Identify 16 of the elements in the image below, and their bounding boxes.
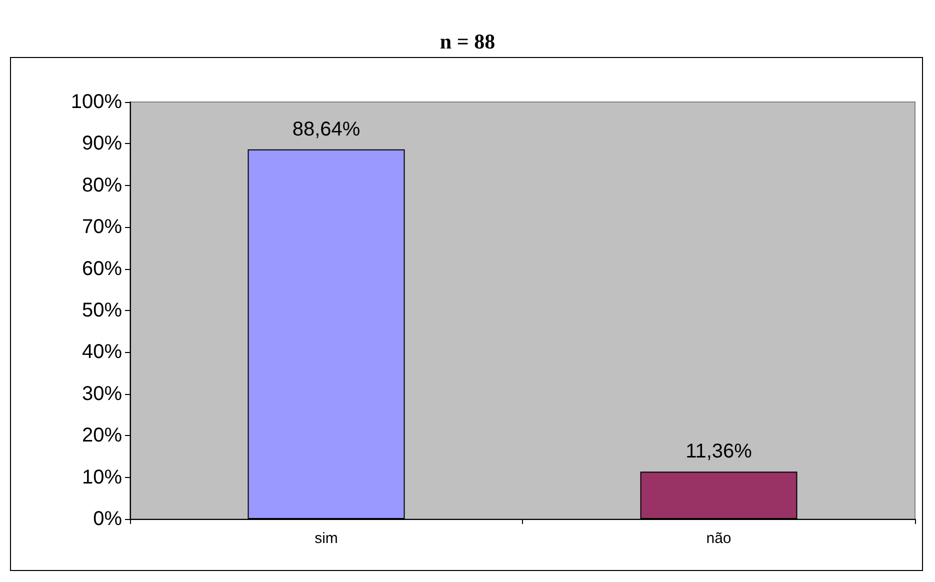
y-tick-label: 60% bbox=[82, 258, 122, 280]
y-tick-label: 40% bbox=[82, 341, 122, 364]
data-label: 11,36% bbox=[686, 440, 752, 463]
y-tick-label: 10% bbox=[82, 466, 122, 488]
y-tick-label: 90% bbox=[82, 132, 122, 155]
chart-title: n = 88 bbox=[440, 30, 496, 54]
y-tick-label: 20% bbox=[82, 424, 122, 447]
y-tick-label: 80% bbox=[82, 174, 122, 196]
data-label: 88,64% bbox=[292, 118, 360, 140]
x-tick-label: não bbox=[706, 530, 732, 547]
y-tick-label: 0% bbox=[93, 508, 122, 530]
y-tick-label: 100% bbox=[70, 91, 122, 113]
y-tick-label: 30% bbox=[82, 382, 122, 405]
x-tick-label: sim bbox=[314, 530, 338, 547]
y-tick-label: 50% bbox=[82, 300, 122, 322]
y-tick-label: 70% bbox=[82, 216, 122, 238]
